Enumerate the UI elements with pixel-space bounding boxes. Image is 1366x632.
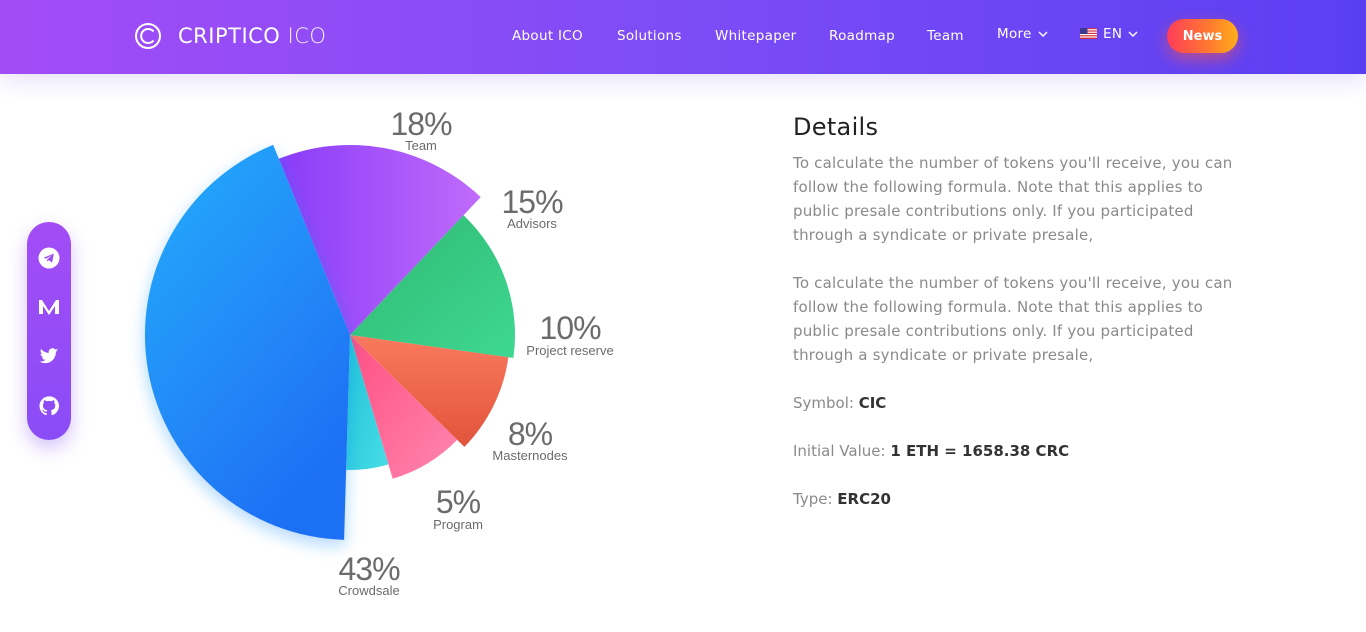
details-panel: Details To calculate the number of token… <box>793 113 1253 511</box>
details-paragraph: To calculate the number of tokens you'll… <box>793 154 1233 244</box>
slice-name-label: Masternodes <box>492 448 568 463</box>
logo-c-icon <box>135 23 161 49</box>
chevron-down-icon <box>1038 31 1048 37</box>
type-row: Type: ERC20 <box>793 487 1253 511</box>
details-title: Details <box>793 113 879 141</box>
nav-team[interactable]: Team <box>927 28 964 44</box>
telegram-icon[interactable] <box>38 247 60 269</box>
pie-slice-project-reserve <box>350 335 509 447</box>
initial-value-value: 1 ETH = 1658.38 CRC <box>890 442 1070 460</box>
pie-slice-program <box>346 335 389 470</box>
brand-logo[interactable]: CRIPTICO ICO <box>134 22 326 50</box>
slice-percent-label: 5% <box>436 484 481 520</box>
symbol-label: Symbol: <box>793 394 854 412</box>
slice-name-label: Crowdsale <box>338 583 399 598</box>
symbol-value: CIC <box>858 394 887 412</box>
main-nav: About ICO Solutions Whitepaper Roadmap T… <box>0 0 1366 74</box>
pie-slice-team <box>278 144 481 335</box>
pie-slice-masternodes <box>350 335 458 479</box>
slice-percent-label: 18% <box>390 106 452 142</box>
token-distribution-chart: 18%Team 15%Advisors 10%Project reserve 8%Ma… <box>144 106 614 598</box>
slice-name-label: Team <box>405 138 437 153</box>
pie-slice-crowdsale <box>144 144 350 540</box>
nav-about-ico[interactable]: About ICO <box>512 28 583 44</box>
details-paragraph: To calculate the number of tokens you'll… <box>793 274 1233 364</box>
nav-more-dropdown[interactable]: More <box>997 26 1048 42</box>
slice-name-label: Program <box>433 517 483 532</box>
language-label: EN <box>1103 26 1123 42</box>
language-selector[interactable]: EN <box>1080 26 1138 42</box>
type-label: Type: <box>793 490 833 508</box>
medium-icon[interactable] <box>38 296 60 318</box>
nav-more-label: More <box>997 26 1032 42</box>
initial-value-row: Initial Value: 1 ETH = 1658.38 CRC <box>793 439 1253 463</box>
slice-percent-label: 43% <box>338 551 400 587</box>
social-sidebar <box>27 222 71 440</box>
brand-name: CRIPTICO ICO <box>178 24 327 48</box>
slice-name-label: Project reserve <box>526 343 613 358</box>
news-button[interactable]: News <box>1167 19 1238 53</box>
symbol-row: Symbol: CIC <box>793 391 1253 415</box>
chevron-down-icon <box>1128 31 1138 37</box>
slice-percent-label: 15% <box>501 184 563 220</box>
slice-percent-label: 10% <box>539 310 601 346</box>
initial-value-label: Initial Value: <box>793 442 886 460</box>
slice-percent-label: 8% <box>508 416 553 452</box>
slice-name-label: Advisors <box>507 216 557 231</box>
twitter-icon[interactable] <box>38 345 60 367</box>
us-flag-icon <box>1080 28 1097 39</box>
nav-solutions[interactable]: Solutions <box>617 28 682 44</box>
type-value: ERC20 <box>837 490 891 508</box>
site-header: CRIPTICO ICO About ICO Solutions Whitepa… <box>0 0 1366 74</box>
nav-roadmap[interactable]: Roadmap <box>829 28 895 44</box>
nav-whitepaper[interactable]: Whitepaper <box>715 28 797 44</box>
github-icon[interactable] <box>38 395 60 417</box>
pie-slice-advisors <box>350 215 516 358</box>
